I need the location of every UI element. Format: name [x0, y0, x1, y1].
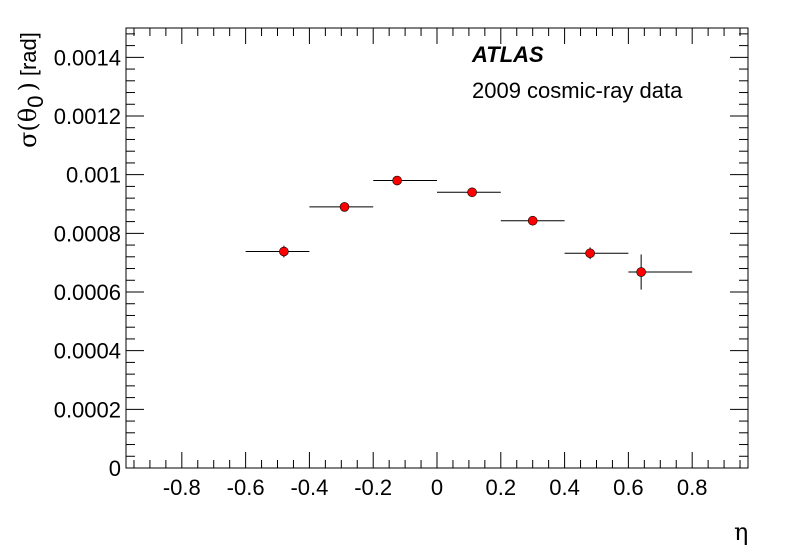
x-axis-label: η: [734, 518, 748, 546]
dataset-label: 2009 cosmic-ray data: [472, 78, 683, 103]
svg-text:σ(θ0)[rad]: σ(θ0) [rad]: [14, 32, 48, 148]
y-label-subscript: 0: [23, 96, 48, 108]
data-points: [245, 175, 693, 290]
y-label-close: ): [14, 82, 42, 91]
y-tick-label: 0.0006: [54, 280, 121, 305]
tick-labels: -0.8 -0.6 -0.4 -0.2 0 0.2 0.4 0.6 0.8 0 0.0002 0.00…: [54, 45, 708, 500]
y-tick-label: 0: [109, 456, 121, 481]
x-tick-label: 0.4: [549, 475, 580, 500]
x-tick-label: -0.6: [227, 475, 265, 500]
data-marker: [527, 215, 538, 226]
data-marker: [339, 202, 350, 212]
y-label-sigma: σ(: [14, 122, 42, 148]
x-tick-label: 0: [431, 475, 443, 500]
x-tick-label: -0.2: [354, 475, 392, 500]
atlas-label: ATLAS: [471, 42, 544, 67]
x-tick-label: 0.8: [677, 475, 708, 500]
y-tick-label: 0.0008: [54, 221, 121, 246]
x-tick-label: -0.4: [290, 475, 328, 500]
data-marker: [467, 187, 477, 198]
data-marker: [636, 267, 646, 277]
y-tick-label: 0.001: [66, 163, 121, 188]
y-label-theta: θ: [14, 108, 42, 122]
x-tick-label: 0.2: [485, 475, 516, 500]
y-tick-label: 0.0012: [54, 104, 121, 129]
y-tick-label: 0.0014: [54, 45, 121, 70]
data-marker: [279, 246, 289, 257]
y-label-unit: [rad]: [16, 32, 41, 76]
x-tick-label: 0.6: [613, 475, 644, 500]
y-tick-label: 0.0004: [54, 339, 121, 364]
data-marker: [392, 175, 402, 186]
data-marker: [585, 248, 595, 259]
y-tick-label: 0.0002: [54, 397, 121, 422]
y-axis-label: σ(θ0) [rad]: [14, 32, 48, 148]
x-tick-label: -0.8: [163, 475, 201, 500]
axis-ticks: [126, 28, 748, 469]
